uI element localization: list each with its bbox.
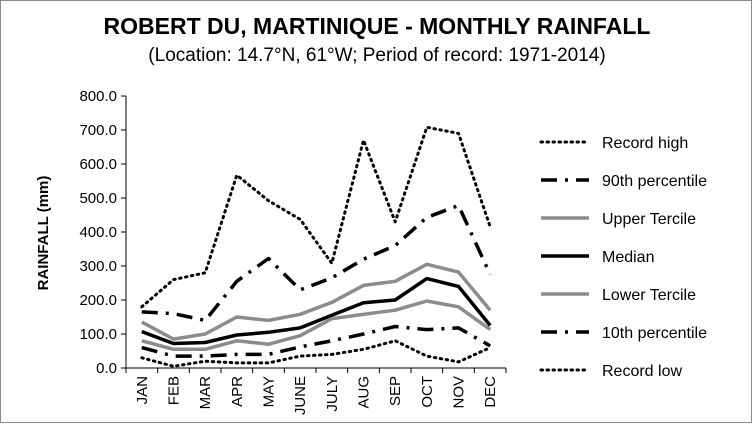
y-tick-label: 100.0 <box>79 326 117 343</box>
x-tick-label: APR <box>229 376 246 407</box>
x-tick-label: AUG <box>356 376 373 409</box>
series-line-record-high <box>140 125 492 309</box>
y-tick-label: 300.0 <box>79 258 117 275</box>
y-tick-label: 0.0 <box>96 360 117 377</box>
legend-label: Upper Tercile <box>602 211 696 228</box>
legend-label: 10th percentile <box>602 325 707 342</box>
x-tick-label: MAY <box>261 376 278 407</box>
y-axis-label: RAINFALL (mm) <box>35 176 52 291</box>
series-line-median <box>141 276 492 346</box>
y-tick-label: 700.0 <box>79 122 117 139</box>
x-tick-label: NOV <box>451 376 468 409</box>
legend-label: Lower Tercile <box>602 287 696 304</box>
legend: Record high 90th percentile Upper Tercile M… <box>539 135 707 380</box>
chart-title: ROBERT DU, MARTINIQUE - MONTHLY RAINFALL <box>104 13 651 39</box>
y-tick-label: 400.0 <box>79 224 117 241</box>
series-line-10th-percentile <box>141 324 492 358</box>
x-tick-label: JULY <box>324 376 341 412</box>
x-tick-label: SEP <box>387 376 404 406</box>
series-line-90th-percentile <box>141 203 492 323</box>
series-line-lower-tercile <box>141 299 492 352</box>
x-tick-label: MAR <box>197 376 214 410</box>
plot-area: 0.0 100.0 200.0 300.0 400.0 500.0 600.0 700.0 80… <box>79 88 507 415</box>
legend-label: 90th percentile <box>602 173 707 190</box>
y-tick-label: 800.0 <box>79 88 117 105</box>
x-tick-label: OCT <box>419 376 436 408</box>
y-tick-label: 500.0 <box>79 190 117 207</box>
series-line-record-low <box>140 339 492 368</box>
x-tick-label: JUNE <box>292 376 309 415</box>
chart-subtitle: (Location: 14.7°N, 61°W; Period of recor… <box>148 45 605 66</box>
legend-label: Record high <box>602 135 688 152</box>
series-line-upper-tercile <box>140 262 492 341</box>
x-tick-label: JAN <box>134 376 151 404</box>
legend-label: Record low <box>602 363 682 380</box>
y-tick-label: 200.0 <box>79 292 117 309</box>
y-tick-label: 600.0 <box>79 156 117 173</box>
x-tick-label: DEC <box>482 376 499 408</box>
legend-label: Median <box>602 249 654 266</box>
x-tick-label: FEB <box>166 376 183 405</box>
